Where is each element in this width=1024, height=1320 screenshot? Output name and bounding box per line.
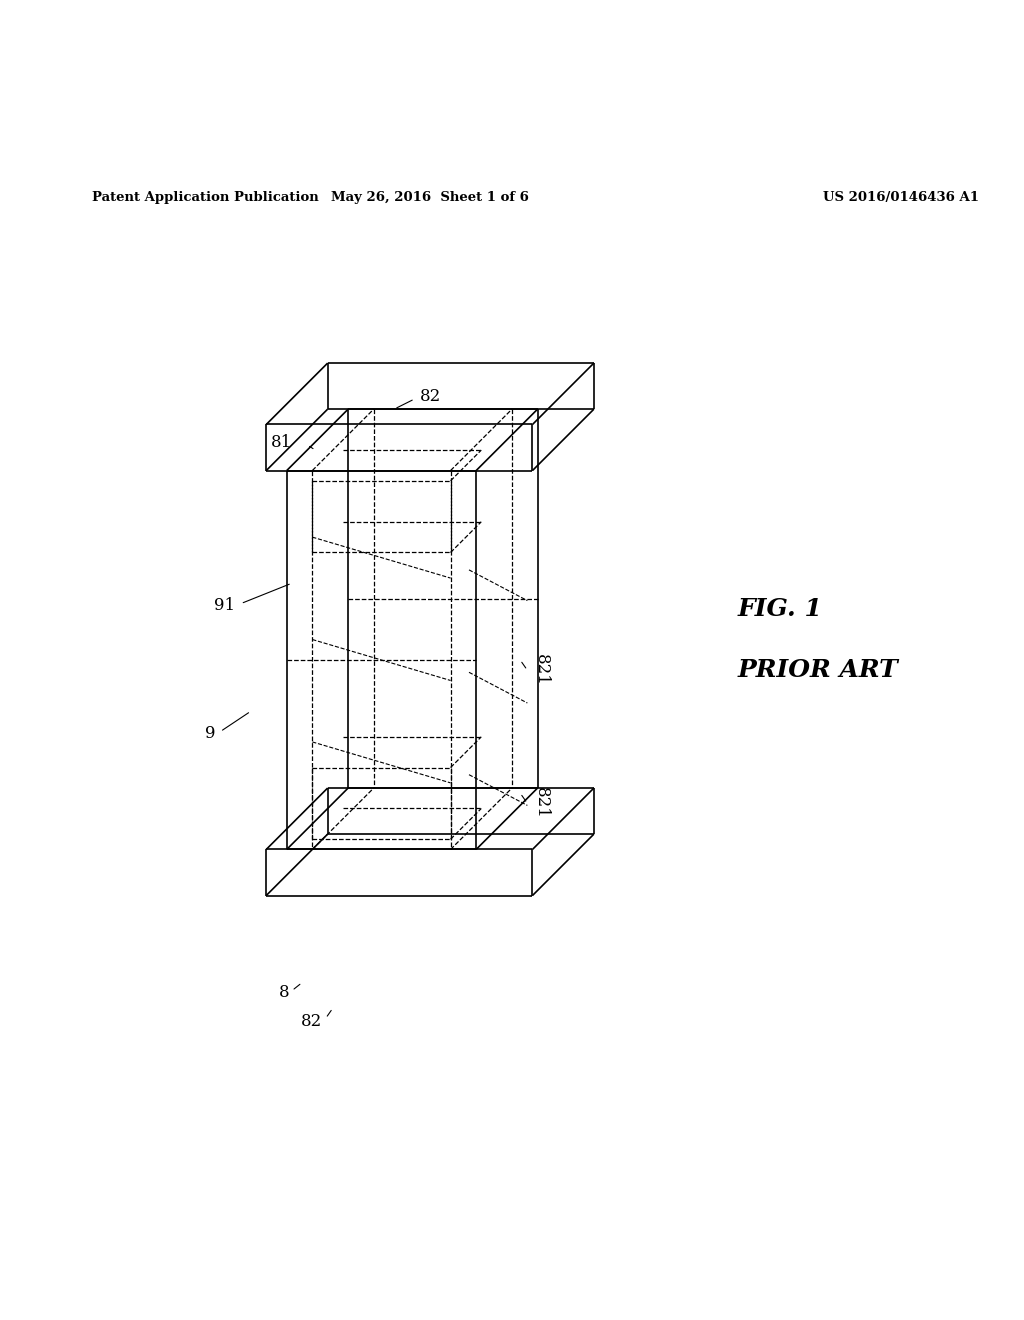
Text: 821: 821	[532, 788, 550, 820]
Text: PRIOR ART: PRIOR ART	[737, 659, 898, 682]
Text: 82: 82	[301, 1012, 323, 1030]
Text: Patent Application Publication: Patent Application Publication	[92, 190, 318, 203]
Text: US 2016/0146436 A1: US 2016/0146436 A1	[823, 190, 979, 203]
Text: May 26, 2016  Sheet 1 of 6: May 26, 2016 Sheet 1 of 6	[331, 190, 529, 203]
Text: 8: 8	[280, 985, 290, 1002]
Text: 821: 821	[532, 655, 550, 686]
Text: 9: 9	[205, 725, 215, 742]
Text: 82: 82	[420, 388, 441, 405]
Text: 91: 91	[214, 597, 236, 614]
Text: FIG. 1: FIG. 1	[737, 597, 822, 620]
Text: 81: 81	[270, 434, 292, 451]
